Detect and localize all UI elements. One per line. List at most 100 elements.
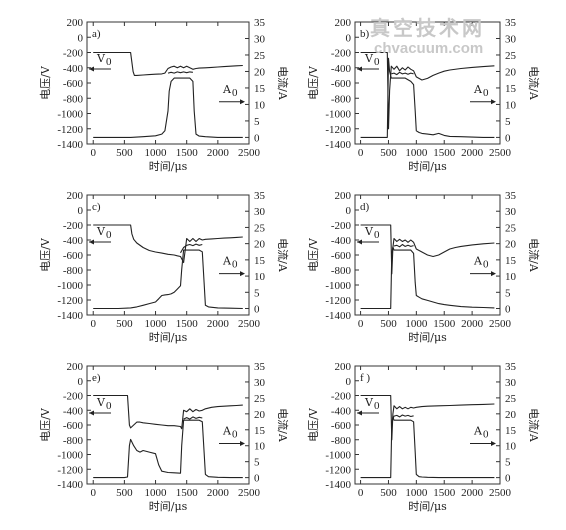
- x-tick-label: 2500: [489, 318, 512, 330]
- y-left-tick-label: -800: [63, 435, 84, 447]
- y-left-tick-label: -600: [63, 420, 84, 432]
- y-right-tick-label: 30: [505, 206, 517, 218]
- panel-6: 0 500 1000 1500 2000 25002000-200-400-600-800…: [307, 361, 541, 513]
- voltage-annotation: V: [96, 396, 106, 409]
- current-arrowhead: [240, 271, 245, 277]
- series-line-1: [93, 51, 243, 76]
- y-left-tick-label: -1000: [57, 280, 83, 292]
- x-axis-label: 时间/μs: [149, 160, 188, 173]
- series-line-3: [360, 416, 495, 479]
- y-left-tick-label: -800: [331, 435, 352, 447]
- y-left-tick-label: -1400: [325, 310, 351, 322]
- watermark-url: chvacuum.com: [374, 40, 484, 57]
- y-right-tick-label: 35: [254, 361, 266, 373]
- panel-label: a): [92, 28, 101, 40]
- series-line-2: [392, 414, 414, 420]
- y-right-tick-label: 20: [505, 66, 517, 78]
- x-tick-label: 1000: [405, 147, 428, 159]
- y-right-tick-label: 30: [254, 33, 266, 45]
- y-right-tick-label: 30: [505, 377, 517, 389]
- series-line-2: [391, 71, 414, 76]
- current-subscript: 0: [483, 259, 489, 271]
- y-left-tick-label: 200: [335, 190, 352, 202]
- current-subscript: 0: [232, 259, 238, 271]
- y-right-tick-label: 0: [505, 473, 511, 485]
- x-tick-label: 2500: [238, 487, 261, 499]
- y-left-tick-label: -1400: [57, 310, 83, 322]
- voltage-annotation: V: [96, 225, 106, 238]
- y-left-axis-label: 电压/V: [307, 237, 320, 272]
- voltage-annotation: V: [364, 396, 374, 409]
- x-tick-label: 2500: [489, 147, 512, 159]
- y-left-tick-label: -1400: [325, 479, 351, 491]
- y-left-tick-label: -600: [63, 78, 84, 90]
- series-line-3: [93, 77, 243, 138]
- series-line-1: [360, 224, 495, 275]
- x-tick-label: 0: [358, 487, 364, 499]
- current-arrowhead: [491, 271, 496, 277]
- y-left-tick-label: 200: [335, 361, 352, 373]
- series-line-2: [183, 416, 203, 420]
- y-left-tick-label: 200: [67, 361, 84, 373]
- y-left-tick-label: -1200: [325, 124, 351, 136]
- y-right-tick-label: 35: [505, 17, 517, 29]
- y-right-tick-label: 30: [254, 206, 266, 218]
- series-line-3: [360, 57, 495, 138]
- voltage-arrowhead: [89, 66, 94, 72]
- y-left-tick-label: 0: [346, 32, 352, 44]
- y-left-tick-label: -200: [331, 391, 352, 403]
- y-right-tick-label: 10: [254, 271, 266, 283]
- panel-2: 0 500 1000 1500 2000 25002000-200-400-600-800…: [307, 17, 541, 173]
- current-arrowhead: [491, 440, 496, 446]
- y-left-tick-label: -600: [63, 250, 84, 262]
- y-left-tick-label: -800: [331, 93, 352, 105]
- voltage-annotation: V: [96, 52, 106, 65]
- y-right-tick-label: 20: [254, 239, 266, 251]
- y-left-tick-label: -1200: [57, 464, 83, 476]
- y-left-tick-label: 0: [346, 205, 352, 217]
- x-tick-label: 2000: [461, 487, 484, 499]
- x-axis-label: 时间/μs: [408, 500, 447, 513]
- series-line-2: [167, 71, 193, 74]
- y-left-tick-label: -600: [331, 78, 352, 90]
- x-tick-label: 500: [116, 147, 133, 159]
- y-right-tick-label: 35: [254, 190, 266, 202]
- y-right-axis-label: 电流/A: [527, 66, 541, 101]
- voltage-subscript: 0: [106, 400, 112, 412]
- panel-label: e): [92, 372, 101, 384]
- series-line-1: [93, 224, 243, 264]
- y-right-tick-label: 35: [505, 190, 517, 202]
- y-right-tick-label: 35: [505, 361, 517, 373]
- voltage-subscript: 0: [374, 229, 380, 241]
- x-tick-label: 1500: [433, 318, 456, 330]
- y-right-axis-label: 电流/A: [527, 238, 541, 273]
- y-right-tick-label: 15: [254, 83, 266, 95]
- y-right-tick-label: 0: [505, 304, 511, 316]
- current-annotation: A: [222, 255, 232, 268]
- x-tick-label: 2000: [461, 147, 484, 159]
- y-right-tick-label: 5: [505, 116, 511, 128]
- y-right-tick-label: 5: [254, 287, 260, 299]
- y-right-tick-label: 5: [505, 457, 511, 469]
- x-tick-label: 0: [90, 147, 96, 159]
- y-left-tick-label: -1200: [57, 124, 83, 136]
- y-right-axis-label: 电流/A: [276, 66, 290, 101]
- x-tick-label: 1000: [145, 318, 168, 330]
- y-right-tick-label: 15: [505, 255, 517, 267]
- y-right-tick-label: 10: [254, 441, 266, 453]
- x-tick-label: 2500: [238, 147, 261, 159]
- panel-label: d): [360, 201, 370, 213]
- panel-1: 0 500 1000 1500 2000 25002000-200-400-600-800…: [39, 17, 290, 173]
- y-left-tick-label: -400: [63, 63, 84, 75]
- x-tick-label: 500: [380, 147, 397, 159]
- voltage-annotation: V: [364, 225, 374, 238]
- y-left-tick-label: -1000: [325, 280, 351, 292]
- x-tick-label: 0: [358, 147, 364, 159]
- y-left-tick-label: -200: [331, 220, 352, 232]
- y-left-tick-label: -1200: [325, 295, 351, 307]
- series-line-3: [93, 419, 243, 479]
- y-right-tick-label: 0: [254, 473, 260, 485]
- y-right-tick-label: 15: [254, 255, 266, 267]
- voltage-arrowhead: [89, 239, 94, 245]
